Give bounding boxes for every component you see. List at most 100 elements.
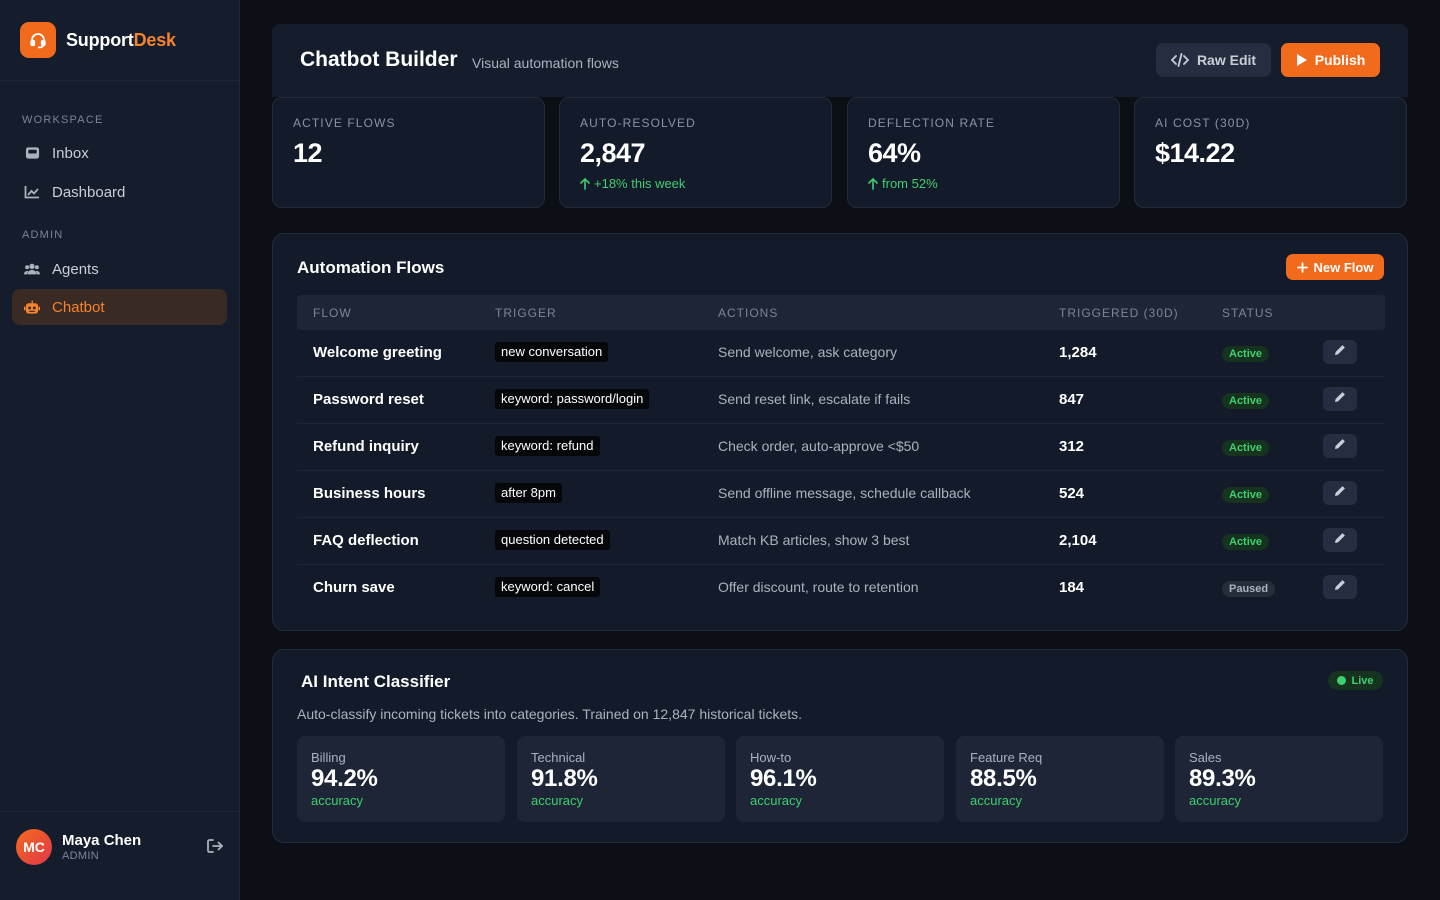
category-accuracy: 96.1% [750,765,817,792]
sidebar-item-label: Inbox [52,144,89,162]
table-row[interactable]: Churn save keyword: cancel Offer discoun… [297,565,1385,612]
column-header-flow[interactable]: FLOW [313,306,352,320]
user-role: ADMIN [62,850,99,862]
edit-flow-button[interactable] [1323,528,1357,552]
flow-actions: Send reset link, escalate if fails [718,391,911,407]
status-badge: Paused [1222,581,1276,597]
status-dot-icon [1337,676,1347,685]
users-icon [24,261,40,277]
status-badge: Active [1222,534,1270,550]
classifier-description: Auto-classify incoming tickets into cate… [297,706,803,722]
stat-value: 12 [293,138,323,168]
column-header-actions[interactable]: ACTIONS [718,306,779,320]
stat-delta-text: from 52% [882,176,938,191]
flow-triggered-count: 2,104 [1059,532,1097,549]
table-row[interactable]: Password reset keyword: password/login S… [297,377,1385,424]
raw-edit-button[interactable]: Raw Edit [1156,43,1271,77]
status-badge: Active [1222,487,1270,503]
headset-icon [20,22,56,58]
pencil-icon [1334,390,1346,408]
plus-icon [1296,261,1308,273]
flow-name: Password reset [313,391,424,408]
column-header-trigger[interactable]: TRIGGER [495,306,557,320]
table-row[interactable]: Welcome greeting new conversation Send w… [297,330,1385,377]
intent-classifier-panel: AI Intent Classifier Live Auto-classify … [272,649,1408,843]
raw-edit-label: Raw Edit [1196,52,1257,68]
category-name: Feature Req [970,750,1043,765]
category-sub: accuracy [531,793,584,808]
sidebar-item-dashboard[interactable]: Dashboard [12,174,227,210]
flow-name: Welcome greeting [313,344,442,361]
sidebar-item-inbox[interactable]: Inbox [12,135,227,171]
flow-trigger: after 8pm [495,483,562,503]
stat-value: $14.22 [1155,138,1235,168]
edit-flow-button[interactable] [1323,481,1357,505]
flow-triggered-count: 1,284 [1059,344,1097,361]
column-header-triggered[interactable]: TRIGGERED (30D) [1059,306,1179,320]
stat-value: 64% [868,138,921,168]
sidebar-item-chatbot[interactable]: Chatbot [12,289,227,325]
inbox-icon [24,145,40,161]
stat-delta: +18% this week [580,176,685,191]
live-badge: Live [1328,671,1383,690]
pencil-icon [1334,343,1346,361]
stat-label: ACTIVE FLOWS [293,116,396,130]
sidebar: SupportDesk WORKSPACE Inbox Dashboard AD… [0,0,240,900]
new-flow-label: New Flow [1313,259,1374,275]
publish-button[interactable]: Publish [1281,43,1380,77]
flow-trigger: keyword: cancel [495,577,601,597]
category-card-technical[interactable]: Technical 91.8% accuracy [517,736,725,822]
sidebar-item-label: Chatbot [52,298,105,316]
nav-section-workspace: WORKSPACE [22,114,104,126]
stat-card-ai-cost: AI COST (30D) $14.22 [1134,97,1407,208]
category-card-how-to[interactable]: How-to 96.1% accuracy [736,736,944,822]
user-profile: MC Maya Chen ADMIN [0,811,240,900]
category-sub: accuracy [970,793,1023,808]
stat-value: 2,847 [580,138,646,168]
category-card-sales[interactable]: Sales 89.3% accuracy [1175,736,1383,822]
sidebar-item-label: Agents [52,260,99,278]
logout-icon[interactable] [207,839,224,855]
category-card-billing[interactable]: Billing 94.2% accuracy [297,736,505,822]
category-sub: accuracy [1189,793,1242,808]
edit-flow-button[interactable] [1323,434,1357,458]
flow-actions: Send welcome, ask category [718,344,897,360]
avatar[interactable]: MC [16,829,52,865]
edit-flow-button[interactable] [1323,340,1357,364]
table-row[interactable]: FAQ deflection question detected Match K… [297,518,1385,565]
flow-trigger: new conversation [495,342,609,362]
sidebar-item-label: Dashboard [52,183,126,201]
brand-name: SupportDesk [66,29,176,50]
brand[interactable]: SupportDesk [0,0,239,81]
flow-triggered-count: 524 [1059,485,1085,502]
pencil-icon [1334,531,1346,549]
column-header-status[interactable]: STATUS [1222,306,1274,320]
table-row[interactable]: Refund inquiry keyword: refund Check ord… [297,424,1385,471]
flow-actions: Send offline message, schedule callback [718,485,971,501]
flow-actions: Check order, auto-approve <$50 [718,438,920,454]
user-name: Maya Chen [62,832,142,849]
publish-label: Publish [1314,52,1366,68]
page-header: Chatbot Builder Visual automation flows … [272,24,1408,97]
code-icon [1170,53,1189,67]
table-row[interactable]: Business hours after 8pm Send offline me… [297,471,1385,518]
status-badge: Active [1222,346,1270,362]
edit-flow-button[interactable] [1323,575,1357,599]
category-sub: accuracy [750,793,803,808]
flow-trigger: keyword: refund [495,436,600,456]
edit-flow-button[interactable] [1323,387,1357,411]
pencil-icon [1334,437,1346,455]
arrow-up-icon [868,177,878,190]
robot-icon [24,299,40,315]
arrow-up-icon [580,177,590,190]
category-accuracy: 88.5% [970,765,1037,792]
flow-actions: Offer discount, route to retention [718,579,919,595]
sidebar-item-agents[interactable]: Agents [12,251,227,287]
category-accuracy: 94.2% [311,765,378,792]
new-flow-button[interactable]: New Flow [1286,254,1384,280]
category-name: Sales [1189,750,1222,765]
category-card-feature-req[interactable]: Feature Req 88.5% accuracy [956,736,1164,822]
page-title: Chatbot Builder [300,48,458,71]
status-badge: Active [1222,393,1270,409]
stat-delta-text: +18% this week [594,176,686,191]
